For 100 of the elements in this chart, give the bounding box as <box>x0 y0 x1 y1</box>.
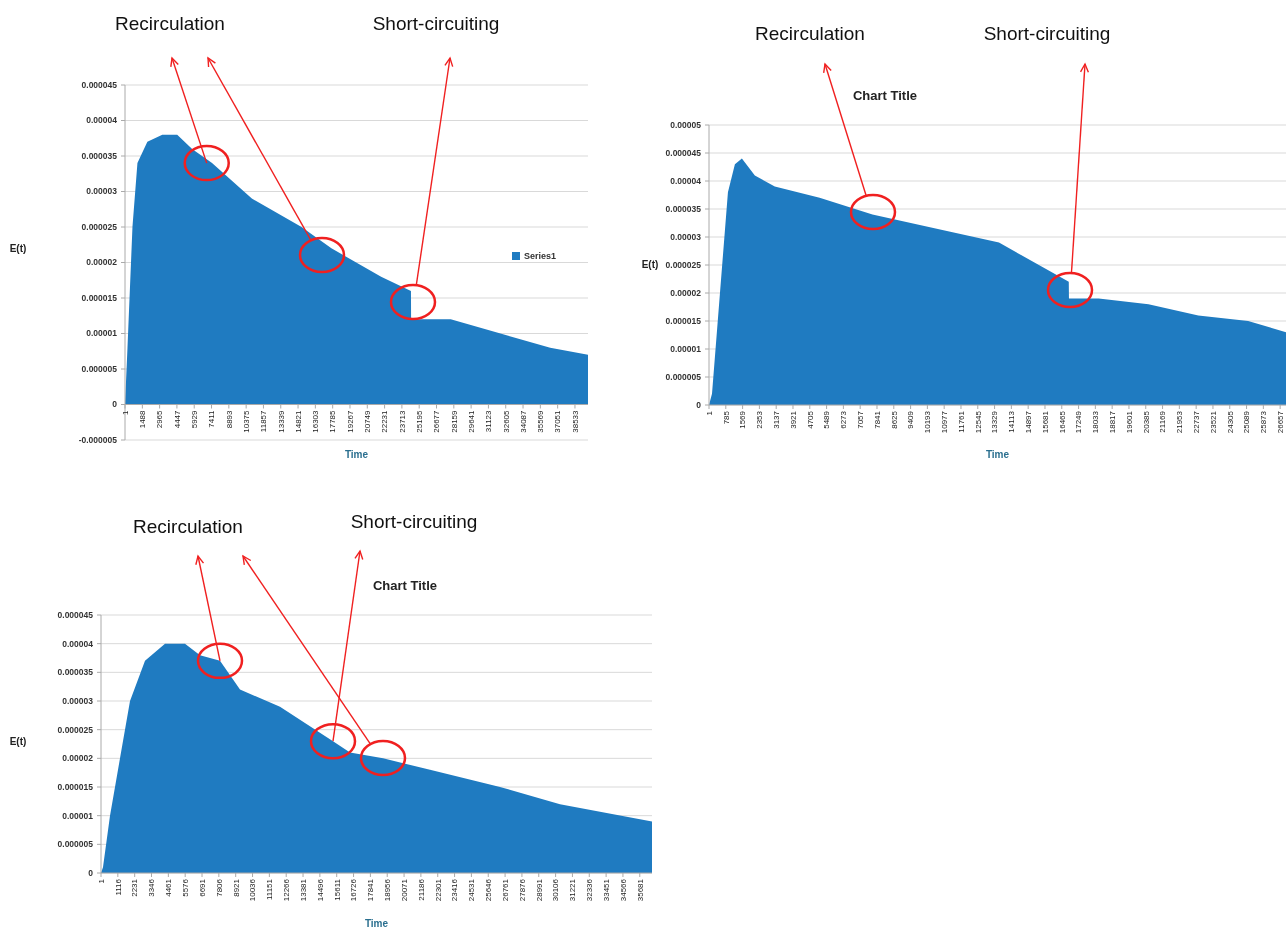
x-tick-label: 32336 <box>585 878 595 902</box>
x-tick-label: 21953 <box>1175 410 1185 434</box>
x-tick-label: 38533 <box>570 409 580 433</box>
x-tick-label: 2353 <box>755 410 765 429</box>
x-tick-label: 26677 <box>432 409 442 433</box>
y-tick-label: 0 <box>112 399 118 410</box>
x-tick-label: 4461 <box>164 878 174 897</box>
y-tick-label: 0.000015 <box>57 781 94 792</box>
x-tick-label: 7841 <box>872 410 882 429</box>
x-tick-label: 30106 <box>551 878 561 902</box>
y-tick-label: 0 <box>88 867 94 878</box>
y-tick-label: 0.00004 <box>670 175 702 186</box>
chart-title: Chart Title <box>852 88 918 103</box>
x-tick-label: 10977 <box>939 410 949 434</box>
x-tick-label: 1 <box>96 878 106 884</box>
x-tick-label: 10193 <box>923 410 933 434</box>
x-tick-label: 26761 <box>500 878 510 902</box>
x-tick-label: 18033 <box>1091 410 1101 434</box>
x-tick-label: 35681 <box>635 878 645 902</box>
text: Recirculation <box>755 23 865 44</box>
x-tick-label: 4705 <box>805 410 815 429</box>
y-tick-label: 0.00004 <box>62 638 94 649</box>
x-tick-label: 3137 <box>771 410 781 429</box>
y-tick-label: 0.000035 <box>665 203 702 214</box>
x-tick-label: 23713 <box>397 409 407 433</box>
x-tick-label: 18817 <box>1107 410 1117 434</box>
x-tick-label: 17249 <box>1074 410 1084 434</box>
x-tick-label: 7806 <box>214 878 224 897</box>
chart-title: Chart Title <box>372 578 438 593</box>
x-tick-label: 5489 <box>822 410 832 429</box>
y-tick-label: 0.00003 <box>86 186 118 197</box>
x-tick-label: 2231 <box>130 878 140 897</box>
x-tick-label: 11151 <box>265 878 275 901</box>
x-tick-label: 27876 <box>517 878 527 902</box>
x-axis-title: Time <box>364 918 389 929</box>
x-tick-label: 22231 <box>380 409 390 433</box>
y-tick-label: 0.000015 <box>665 315 702 326</box>
x-tick-label: 23521 <box>1208 410 1218 434</box>
x-tick-label: 24531 <box>467 878 477 902</box>
y-tick-label: 0.00001 <box>670 343 702 354</box>
x-tick-label: 14113 <box>1007 410 1017 433</box>
x-axis-title: Time <box>344 449 369 460</box>
y-axis-title: E(t) <box>9 736 27 747</box>
x-tick-label: 9409 <box>906 410 916 429</box>
x-tick-label: 24305 <box>1225 410 1235 434</box>
y-axis-title: E(t) <box>641 259 659 270</box>
x-tick-label: 28991 <box>534 878 544 902</box>
x-tick-label: 6273 <box>839 410 849 429</box>
x-tick-label: 34566 <box>618 878 628 902</box>
x-tick-label: 28159 <box>449 409 459 433</box>
y-tick-label: 0.000015 <box>81 292 118 303</box>
annotation: Recirculation <box>133 516 243 537</box>
text: Short-circuiting <box>372 13 500 34</box>
x-tick-label: 10036 <box>248 878 258 902</box>
y-tick-label: 0.00002 <box>670 287 702 298</box>
x-tick-label: 20749 <box>363 409 373 433</box>
y-tick-label: 0.00003 <box>670 231 702 242</box>
y-tick-label: 0.000045 <box>665 147 702 158</box>
x-tick-label: 25089 <box>1242 410 1252 434</box>
x-tick-label: 25873 <box>1259 410 1269 434</box>
x-tick-label: 35569 <box>536 409 546 433</box>
x-tick-label: 8921 <box>231 878 241 897</box>
y-tick-label: 0.00002 <box>86 257 118 268</box>
x-tick-label: 31123 <box>484 409 494 433</box>
y-tick-label: 0.000005 <box>81 363 118 374</box>
x-tick-label: 15611 <box>332 878 342 901</box>
y-tick-label: 0.00001 <box>62 810 94 821</box>
y-tick-label: 0.000045 <box>81 79 118 90</box>
x-tick-label: 20385 <box>1141 410 1151 434</box>
y-tick-label: 0.00002 <box>62 753 94 764</box>
x-tick-label: 29641 <box>466 409 476 433</box>
text: Short-circuiting <box>983 23 1111 44</box>
x-tick-label: 17785 <box>328 409 338 433</box>
y-tick-label: 0.000035 <box>81 150 118 161</box>
y-tick-label: 0.000025 <box>81 221 118 232</box>
x-tick-label: 31221 <box>568 878 578 902</box>
x-tick-label: 22301 <box>433 878 443 902</box>
x-tick-label: 32605 <box>501 409 511 433</box>
x-tick-label: 20071 <box>399 878 409 902</box>
x-tick-label: 25195 <box>415 409 424 433</box>
x-tick-label: 14897 <box>1023 410 1033 434</box>
x-tick-label: 5576 <box>180 878 190 897</box>
y-tick-label: 0.00001 <box>86 328 118 339</box>
x-tick-label: 25646 <box>484 878 494 902</box>
x-tick-label: 22737 <box>1191 410 1201 434</box>
x-tick-label: 785 <box>721 410 731 425</box>
x-tick-label: 13329 <box>990 410 1000 434</box>
y-tick-label: 0.000045 <box>57 609 94 620</box>
x-tick-label: 1488 <box>138 409 148 429</box>
x-tick-label: 13381 <box>298 878 308 902</box>
x-tick-label: 8893 <box>224 409 234 429</box>
x-tick-label: 16465 <box>1057 410 1067 434</box>
y-tick-label: 0.000005 <box>57 839 94 850</box>
x-tick-label: 11857 <box>259 409 269 433</box>
annotation: Recirculation <box>115 13 225 34</box>
x-tick-label: 33451 <box>601 878 611 902</box>
x-tick-label: 21169 <box>1158 410 1168 433</box>
x-tick-label: 6691 <box>197 878 207 897</box>
x-tick-label: 16726 <box>349 878 359 902</box>
y-tick-label: 0 <box>696 399 702 410</box>
